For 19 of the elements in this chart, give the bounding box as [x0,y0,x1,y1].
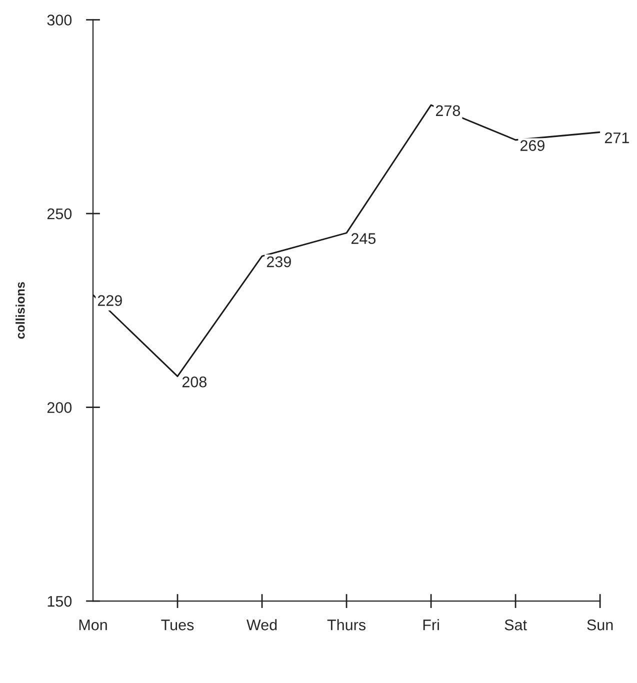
x-tick-label: Tues [161,620,194,630]
y-tick-label: 150 [48,596,72,607]
y-tick-label: 300 [47,14,72,26]
y-tick-label: 250 [47,208,72,220]
data-label: 269 [520,140,544,151]
data-label: 271 [604,132,629,144]
data-label: 278 [436,105,460,116]
data-label: 239 [266,256,291,268]
data-label: 208 [182,376,207,388]
x-tick-label: Wed [246,619,277,630]
x-tick-label: Fri [423,619,439,630]
x-tick-label: Thurs [327,619,366,630]
data-label: 229 [98,295,122,306]
x-tick-label: Sat [504,620,527,630]
y-tick-label: 200 [47,402,72,413]
x-tick-label: Sun [587,620,613,630]
data-label: 245 [351,233,376,244]
y-axis-title: collisions [16,282,25,339]
x-tick-label: Mon [79,620,107,630]
